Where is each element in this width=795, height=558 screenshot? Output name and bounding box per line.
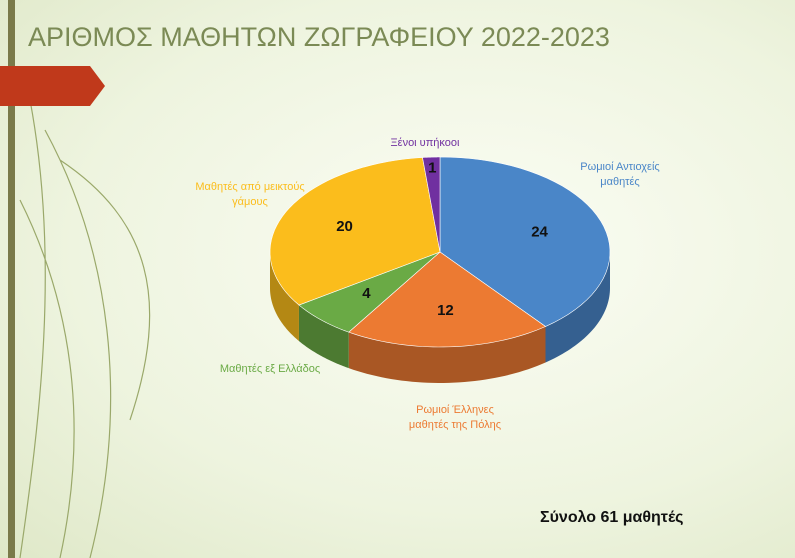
value-label: 20 <box>336 218 353 235</box>
category-label: Ρωμιοί Έλληνες μαθητές της Πόλης <box>408 404 502 431</box>
slice-side <box>545 252 610 363</box>
arrow-shape <box>0 66 105 106</box>
slice <box>269 157 441 306</box>
slice <box>422 156 441 253</box>
slice <box>439 156 611 327</box>
total-note: Σύνολο 61 μαθητές <box>540 509 683 526</box>
category-label: Μαθητές από μεικτούς γάμους <box>195 181 305 208</box>
pie: 24 12 4 20 1 <box>269 156 611 383</box>
chart-title: ΑΡΙΘΜΟΣ ΜΑΘΗΤΩΝ ΖΩΓΡΑΦΕΙΟΥ 2022-2023 <box>28 22 610 52</box>
slice-side <box>298 305 349 369</box>
slice <box>298 251 441 333</box>
slice-side <box>270 252 299 342</box>
left-bar <box>8 0 15 558</box>
value-label: 12 <box>437 302 454 319</box>
slice <box>348 251 547 348</box>
decor-curves <box>19 99 151 558</box>
value-label: 1 <box>428 159 436 176</box>
value-label: 24 <box>531 224 548 241</box>
slice-side <box>348 326 546 383</box>
category-label: Ξένοι υπήκοοι <box>390 137 460 149</box>
value-label: 4 <box>362 285 371 302</box>
category-label: Ρωμιοί Αντιοχείς μαθητές <box>580 161 660 188</box>
category-label: Μαθητές εξ Ελλάδος <box>219 363 321 375</box>
